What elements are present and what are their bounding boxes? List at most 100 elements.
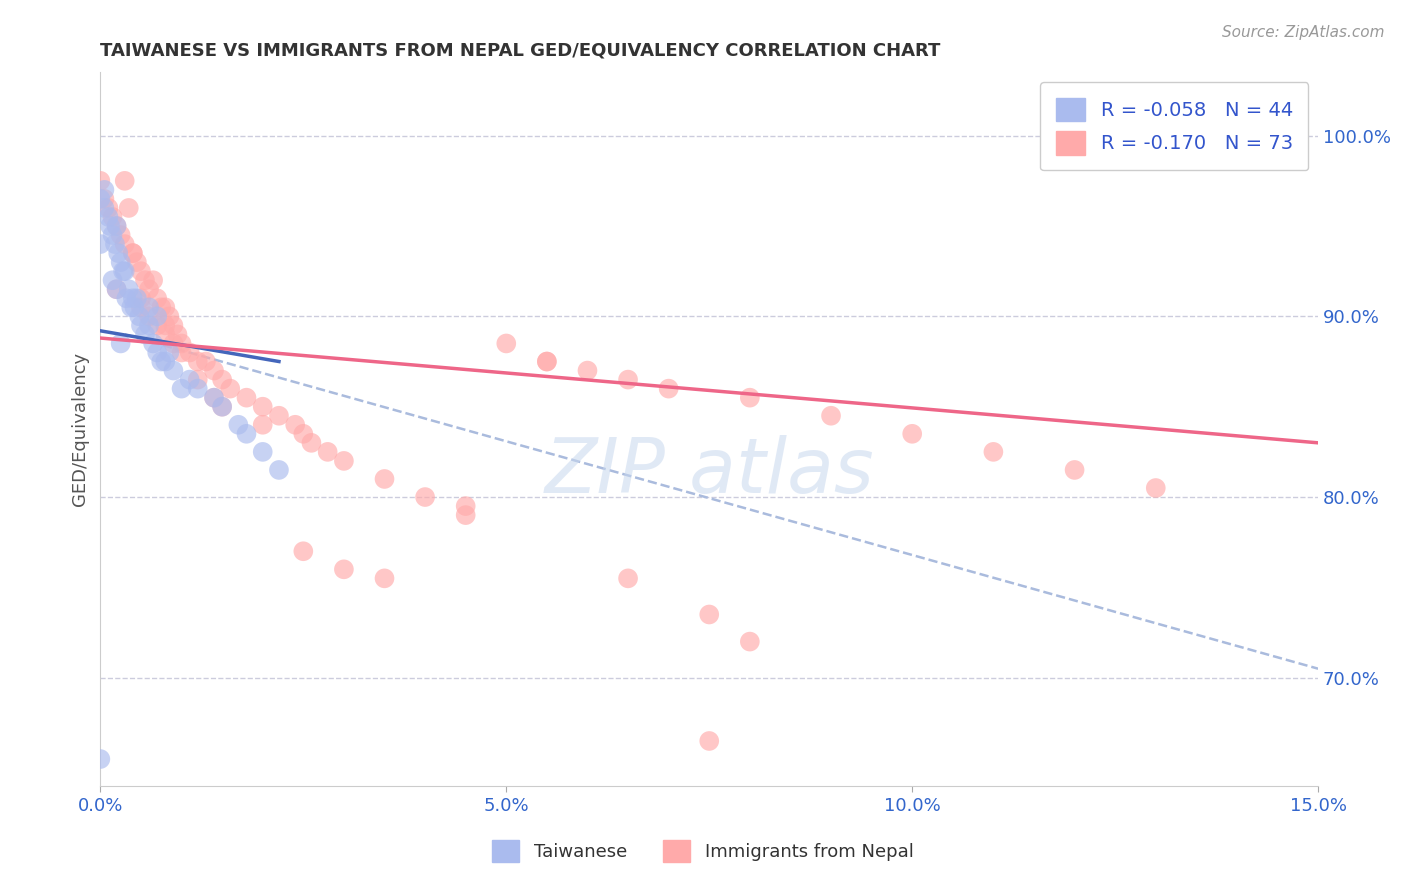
Point [211, 400, 233, 414]
Point [820, 409, 842, 423]
Point [110, 255, 132, 269]
Point [170, 382, 193, 396]
Point [115, 291, 138, 305]
Point [101, 210, 124, 224]
Point [187, 354, 209, 368]
Point [138, 301, 160, 315]
Point [110, 228, 132, 243]
Point [697, 607, 720, 622]
Point [150, 301, 173, 315]
Point [125, 291, 148, 305]
Point [333, 454, 356, 468]
Point [142, 273, 165, 287]
Point [128, 310, 150, 324]
Point [114, 264, 136, 278]
Point [292, 544, 315, 558]
Point [134, 327, 156, 342]
Point [129, 264, 152, 278]
Point [118, 201, 141, 215]
Legend: Taiwanese, Immigrants from Nepal: Taiwanese, Immigrants from Nepal [485, 833, 921, 870]
Point [202, 363, 225, 377]
Point [536, 354, 558, 368]
Point [454, 508, 477, 522]
Point [150, 354, 173, 368]
Point [179, 373, 201, 387]
Point [89, 752, 111, 766]
Point [454, 499, 477, 513]
Point [155, 354, 177, 368]
Point [162, 336, 184, 351]
Point [658, 382, 681, 396]
Point [536, 354, 558, 368]
Point [93, 183, 115, 197]
Point [373, 571, 395, 585]
Point [155, 318, 177, 333]
Point [1144, 481, 1167, 495]
Point [129, 318, 152, 333]
Text: TAIWANESE VS IMMIGRANTS FROM NEPAL GED/EQUIVALENCY CORRELATION CHART: TAIWANESE VS IMMIGRANTS FROM NEPAL GED/E… [100, 42, 941, 60]
Point [118, 282, 141, 296]
Point [146, 318, 169, 333]
Point [267, 463, 290, 477]
Point [738, 634, 761, 648]
Point [495, 336, 517, 351]
Point [121, 246, 143, 260]
Point [101, 273, 124, 287]
Text: ZIP atlas: ZIP atlas [544, 435, 875, 509]
Point [162, 363, 184, 377]
Point [138, 310, 160, 324]
Point [129, 301, 152, 315]
Point [146, 345, 169, 359]
Point [166, 327, 188, 342]
Point [124, 301, 146, 315]
Point [187, 373, 209, 387]
Point [110, 336, 132, 351]
Point [187, 382, 209, 396]
Point [89, 174, 111, 188]
Point [142, 336, 165, 351]
Point [252, 445, 274, 459]
Point [89, 192, 111, 206]
Point [1063, 463, 1085, 477]
Point [235, 391, 257, 405]
Text: Source: ZipAtlas.com: Source: ZipAtlas.com [1222, 25, 1385, 40]
Point [252, 417, 274, 432]
Point [146, 291, 169, 305]
Point [316, 445, 339, 459]
Point [105, 282, 128, 296]
Point [373, 472, 395, 486]
Point [114, 174, 136, 188]
Point [155, 327, 177, 342]
Legend: R = -0.058   N = 44, R = -0.170   N = 73: R = -0.058 N = 44, R = -0.170 N = 73 [1040, 82, 1309, 170]
Point [121, 246, 143, 260]
Point [120, 301, 142, 315]
Point [98, 219, 121, 233]
Point [134, 273, 156, 287]
Point [413, 490, 436, 504]
Point [202, 391, 225, 405]
Point [93, 192, 115, 206]
Point [292, 426, 315, 441]
Point [105, 282, 128, 296]
Point [97, 210, 120, 224]
Point [219, 382, 242, 396]
Point [114, 237, 136, 252]
Point [104, 237, 127, 252]
Point [107, 246, 129, 260]
Point [228, 417, 250, 432]
Point [125, 255, 148, 269]
Point [138, 282, 160, 296]
Point [235, 426, 257, 441]
Point [97, 201, 120, 215]
Y-axis label: GED/Equivalency: GED/Equivalency [72, 352, 89, 507]
Point [738, 391, 761, 405]
Point [146, 310, 169, 324]
Point [901, 426, 924, 441]
Point [211, 400, 233, 414]
Point [121, 291, 143, 305]
Point [155, 301, 177, 315]
Point [157, 310, 180, 324]
Point [202, 391, 225, 405]
Point [112, 264, 135, 278]
Point [333, 562, 356, 576]
